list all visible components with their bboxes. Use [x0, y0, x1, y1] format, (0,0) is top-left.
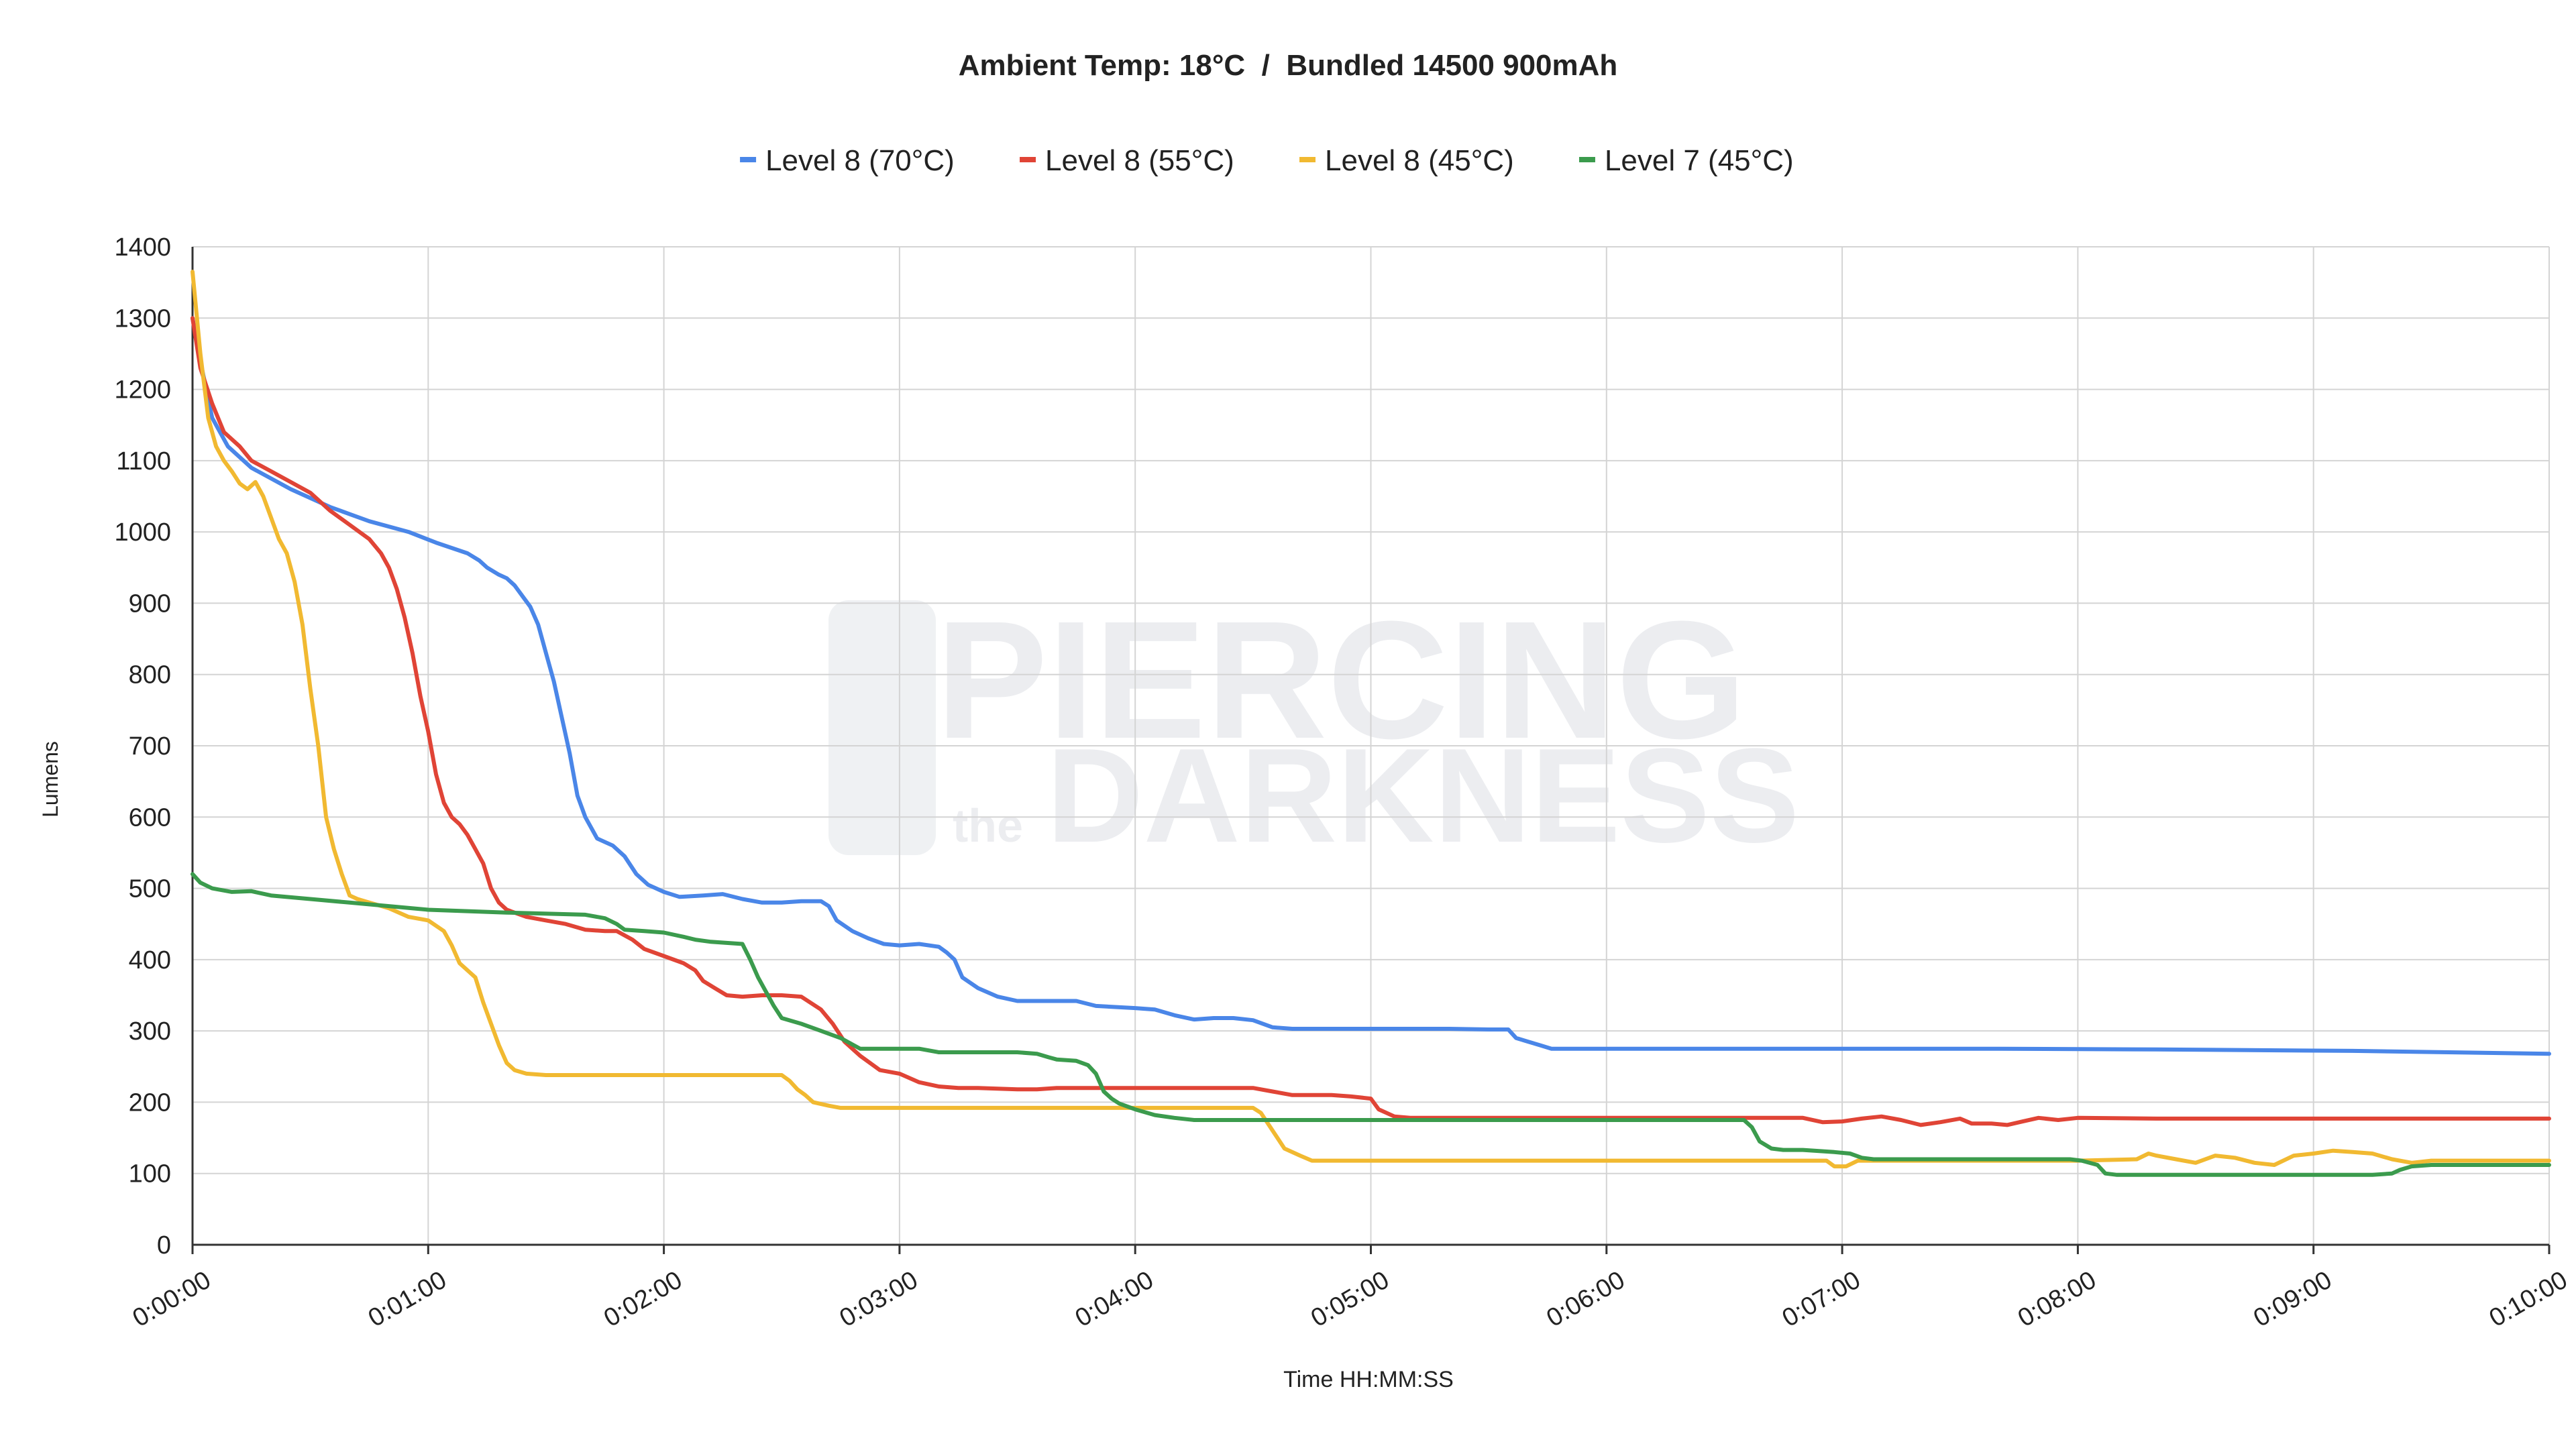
y-tick-label: 700 [129, 732, 171, 761]
y-tick-label: 1300 [114, 304, 171, 333]
y-tick-label: 0 [157, 1231, 171, 1260]
x-tick-label: 0:05:00 [1306, 1266, 1394, 1333]
y-tick-label: 600 [129, 803, 171, 832]
series-line-3 [191, 270, 2551, 1169]
series-line-2 [191, 316, 2551, 1127]
legend-swatch-4 [1578, 157, 1595, 162]
y-tick-label: 1400 [114, 233, 171, 262]
legend-label-2: Level 8 (55°C) [1045, 144, 1234, 177]
legend-label-1: Level 8 (70°C) [765, 144, 955, 177]
gridlines [193, 246, 2550, 1245]
x-tick-label: 0:04:00 [1071, 1266, 1159, 1333]
y-tick-label: 100 [129, 1160, 171, 1188]
y-tick-label: 1200 [114, 376, 171, 404]
x-tick-label: 0:01:00 [364, 1266, 451, 1333]
chart-title: Ambient Temp: 18°C / Bundled 14500 900mA… [959, 49, 1618, 82]
legend-label-3: Level 8 (45°C) [1325, 144, 1514, 177]
legend-label-4: Level 7 (45°C) [1605, 144, 1794, 177]
x-tick-label: 0:08:00 [2013, 1266, 2101, 1333]
y-tick-label: 1000 [114, 518, 171, 547]
y-tick-label: 200 [129, 1088, 171, 1117]
series-line-1 [191, 316, 2551, 1056]
legend-swatch-1 [740, 157, 757, 162]
legend: Level 8 (70°C) Level 8 (55°C) Level 8 (45°… [740, 144, 1794, 177]
watermark-text-top: PIERCING [936, 586, 1747, 773]
x-tick-label: 0:09:00 [2249, 1266, 2337, 1333]
x-tick-label: 0:07:00 [1778, 1266, 1866, 1333]
y-axis-label: Lumens [38, 741, 62, 818]
x-tick-label: 0:02:00 [599, 1266, 687, 1333]
y-tick-label: 900 [129, 590, 171, 618]
axes [191, 247, 2551, 1254]
x-axis-label: Time HH:MM:SS [1283, 1367, 1454, 1392]
x-tick-label: 0:03:00 [835, 1266, 923, 1333]
y-tick-label: 400 [129, 946, 171, 974]
legend-swatch-2 [1020, 157, 1036, 162]
x-tick-label: 0:00:00 [128, 1266, 216, 1333]
y-tick-label: 1100 [116, 447, 171, 476]
series-line-4 [191, 872, 2551, 1177]
x-tick-label: 0:10:00 [2485, 1266, 2573, 1333]
watermark-text-small: the [953, 799, 1023, 852]
series-layer [191, 270, 2551, 1177]
y-tick-label: 800 [129, 661, 171, 689]
legend-swatch-3 [1299, 157, 1316, 162]
watermark-shape [828, 600, 936, 855]
y-tick-label: 500 [129, 875, 171, 903]
watermark-text-bottom: DARKNESS [1046, 721, 1799, 871]
x-tick-label: 0:06:00 [1542, 1266, 1629, 1333]
y-tick-label: 300 [129, 1017, 171, 1046]
watermark-logo: PIERCING the DARKNESS [828, 586, 1799, 871]
